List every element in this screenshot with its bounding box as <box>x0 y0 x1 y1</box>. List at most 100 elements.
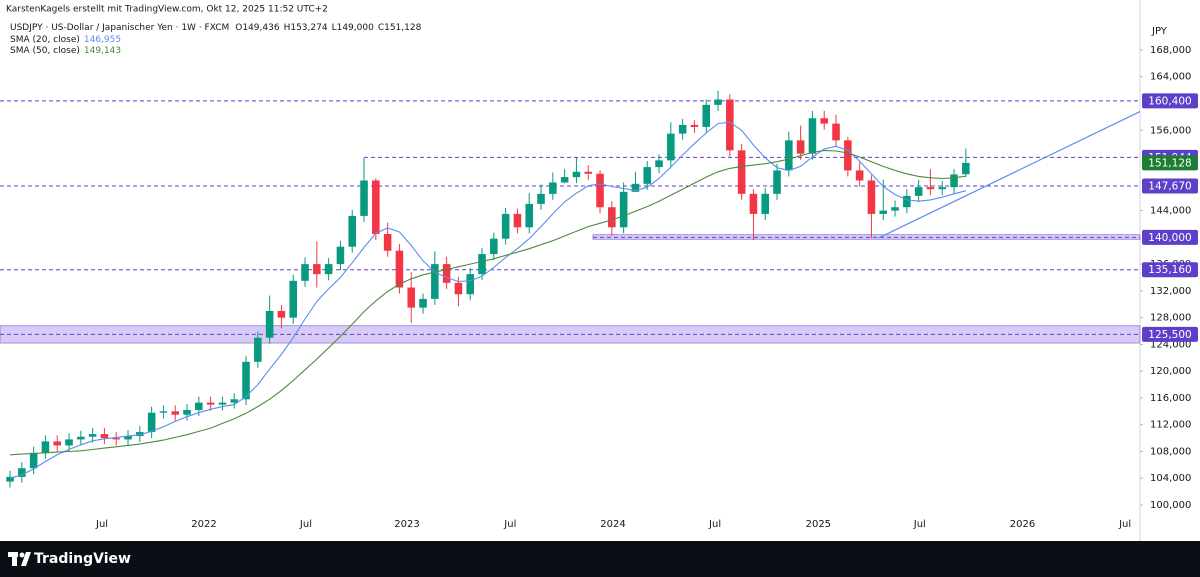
level-badge <box>1142 229 1198 245</box>
candle-body <box>608 207 616 228</box>
trend-line <box>878 111 1141 239</box>
candle-body <box>395 250 404 288</box>
candle-body <box>454 282 463 295</box>
candle-body <box>478 254 486 275</box>
candle-body <box>206 402 215 405</box>
candle-body <box>737 150 746 194</box>
y-tick-label: 116,000 <box>1150 393 1191 404</box>
candle-body <box>938 187 947 190</box>
candle-body <box>407 287 416 308</box>
candle-body <box>926 187 935 190</box>
footer-bar <box>0 541 1200 577</box>
logo <box>8 552 31 566</box>
candle-body <box>619 191 628 228</box>
candle-body <box>18 468 26 477</box>
x-tick-label: Jul <box>95 519 108 530</box>
x-tick-label: 2022 <box>191 519 216 530</box>
candle-body <box>631 183 640 192</box>
candle-body <box>29 452 38 469</box>
y-tick-label: 112,000 <box>1150 420 1191 431</box>
candle-body <box>53 441 62 446</box>
currency-label: JPY <box>1151 26 1168 37</box>
candle-body <box>112 438 121 440</box>
candle-body <box>855 170 864 181</box>
y-tick-label: 132,000 <box>1150 286 1191 297</box>
sma-line <box>9 121 966 479</box>
candle-body <box>702 104 711 127</box>
footer-brand: TradingView <box>34 551 131 567</box>
candle-body <box>549 182 557 194</box>
candle-body <box>950 174 958 188</box>
y-tick-label: 124,000 <box>1150 339 1191 350</box>
level-badge-label: 147,670 <box>1148 181 1191 193</box>
x-tick-label: 2026 <box>1010 519 1035 530</box>
legend-title: USDJPY · US-Dollar / Japanischer Yen · 1… <box>10 23 422 33</box>
x-tick-label: Jul <box>1118 519 1131 530</box>
candle-body <box>383 233 392 251</box>
candle-body <box>714 99 722 105</box>
candle-body <box>820 118 829 124</box>
candle-body <box>690 124 699 127</box>
candle-body <box>195 402 203 410</box>
candle-body <box>726 99 734 151</box>
candle-body <box>891 207 899 211</box>
y-tick-label: 144,000 <box>1150 206 1191 217</box>
level-badge <box>1142 326 1198 342</box>
candle-body <box>466 274 475 295</box>
candle-body <box>773 170 781 194</box>
candle-body <box>159 411 168 413</box>
candle-body <box>77 436 85 440</box>
candle-body <box>41 441 50 453</box>
candle-body <box>490 238 498 255</box>
candle-body <box>442 264 451 283</box>
candle-body <box>6 476 14 482</box>
y-tick-label: 156,000 <box>1150 125 1191 136</box>
candle-body <box>360 180 368 216</box>
candle-body <box>596 173 604 208</box>
candle-body <box>65 439 73 446</box>
price-badge-label: 151,128 <box>1148 157 1191 169</box>
level-badge <box>1142 262 1198 278</box>
x-tick-label: Jul <box>299 519 312 530</box>
candle-body <box>348 215 357 247</box>
price-badge <box>1142 155 1198 171</box>
candle-body <box>147 412 156 433</box>
candle-body <box>643 167 652 184</box>
candle-body <box>431 264 439 299</box>
candle-body <box>525 203 534 228</box>
candle-body <box>962 162 970 175</box>
legend-value: 146,955 <box>84 35 121 45</box>
y-tick-label: 100,000 <box>1150 500 1191 511</box>
candle-body <box>867 180 876 214</box>
legend-value: 149,143 <box>84 46 121 56</box>
ohlc-value: O149,436 <box>235 23 280 33</box>
legend-entry: SMA (20, close) 146,955 <box>10 35 121 45</box>
logo-part <box>19 552 25 558</box>
y-tick-label: 108,000 <box>1150 446 1191 457</box>
candle-body <box>678 124 687 134</box>
x-tick-label: 2025 <box>806 519 831 530</box>
candle-body <box>879 210 888 214</box>
candle-body <box>171 411 180 415</box>
level-badge <box>1142 178 1198 194</box>
candle-body <box>501 213 510 239</box>
symbol: USDJPY · US-Dollar / Japanischer Yen · 1… <box>10 23 229 33</box>
credit: KarstenKagels erstellt mit TradingView.c… <box>6 5 328 15</box>
candle-body <box>289 280 298 318</box>
candle-body <box>136 432 144 437</box>
level-badge-label: 140,000 <box>1148 232 1191 244</box>
candle-body <box>914 187 923 196</box>
candle-body <box>277 310 286 318</box>
x-tick-label: 2023 <box>394 519 419 530</box>
candle-body <box>667 133 675 161</box>
candle-body <box>230 399 239 403</box>
ohlc-value: C151,128 <box>378 23 422 33</box>
candle-body <box>655 160 663 168</box>
x-tick-label: Jul <box>708 519 721 530</box>
candle-body <box>903 195 911 208</box>
candle-body <box>761 193 770 214</box>
x-tick-label: Jul <box>503 519 516 530</box>
